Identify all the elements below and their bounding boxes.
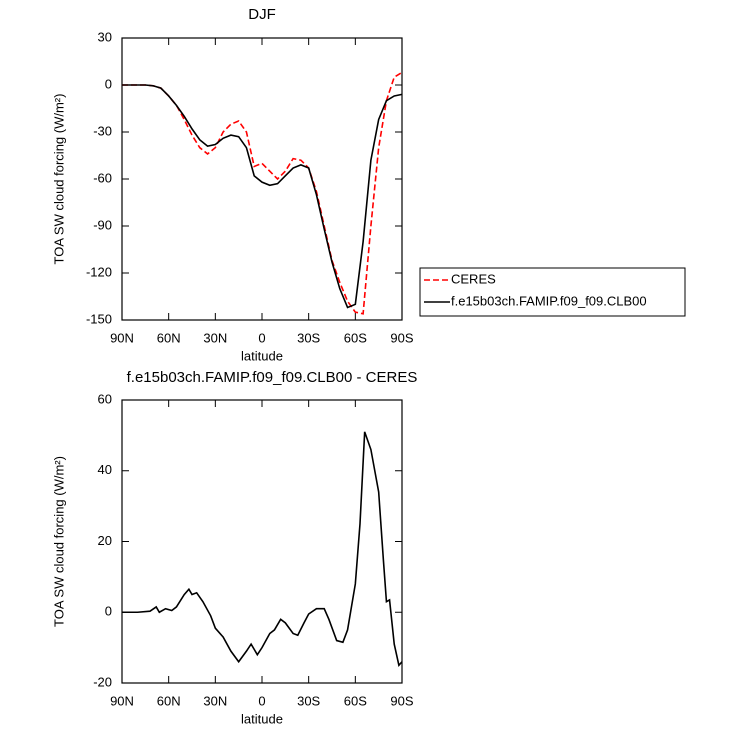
x-tick-label: 90S — [390, 330, 413, 345]
plot-frame — [121, 37, 403, 321]
y-tick-label: 20 — [98, 533, 112, 548]
x-tick-label: 90S — [390, 693, 413, 708]
legend-label: f.e15b03ch.FAMIP.f09_f09.CLB00 — [451, 293, 647, 308]
x-tick-label: 30N — [203, 330, 227, 345]
chart-title: f.e15b03ch.FAMIP.f09_f09.CLB00 - CERES — [127, 369, 418, 386]
x-tick-label: 30S — [297, 693, 320, 708]
x-tick-label: 30N — [203, 693, 227, 708]
x-axis-label: latitude — [241, 711, 283, 726]
y-tick-label: 0 — [105, 76, 112, 91]
y-axis-label: TOA SW cloud forcing (W/m²) — [51, 456, 66, 627]
chart-title: DJF — [248, 6, 276, 23]
y-tick-label: -120 — [86, 264, 112, 279]
plot-frame — [121, 399, 403, 684]
x-axis-label: latitude — [241, 348, 283, 363]
y-tick-label: -150 — [86, 311, 112, 326]
y-tick-label: -60 — [93, 170, 112, 185]
x-tick-label: 90N — [110, 330, 134, 345]
y-axis-label: TOA SW cloud forcing (W/m²) — [51, 94, 66, 265]
x-tick-label: 90N — [110, 693, 134, 708]
data-line — [122, 431, 403, 668]
data-line — [122, 84, 403, 309]
y-tick-label: -30 — [93, 123, 112, 138]
x-tick-label: 60N — [157, 330, 181, 345]
legend-label: CERES — [451, 271, 496, 286]
y-tick-label: 40 — [98, 462, 112, 477]
legend-box — [419, 267, 686, 317]
y-tick-label: -90 — [93, 217, 112, 232]
data-line — [122, 71, 403, 315]
x-tick-label: 60S — [344, 330, 367, 345]
y-tick-label: 0 — [105, 604, 112, 619]
y-tick-label: 30 — [98, 29, 112, 44]
x-tick-label: 30S — [297, 330, 320, 345]
x-tick-label: 60S — [344, 693, 367, 708]
y-tick-label: 60 — [98, 391, 112, 406]
y-tick-label: -20 — [93, 674, 112, 689]
x-tick-label: 0 — [258, 693, 265, 708]
x-tick-label: 60N — [157, 693, 181, 708]
x-tick-label: 0 — [258, 330, 265, 345]
